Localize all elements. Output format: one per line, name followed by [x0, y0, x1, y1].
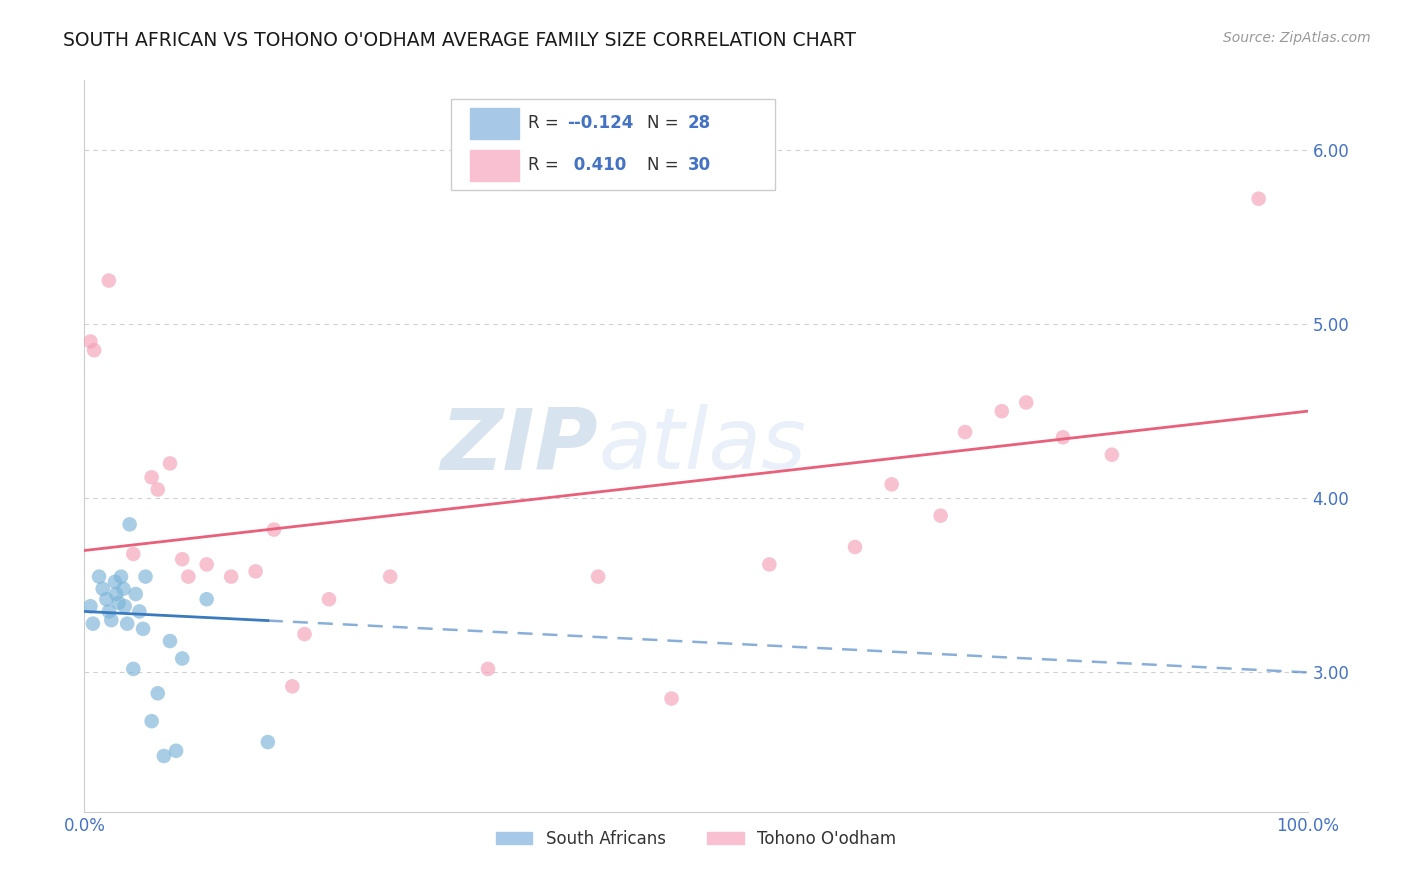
FancyBboxPatch shape: [470, 108, 519, 138]
Point: [195, 558, 218, 572]
Point: [257, 735, 280, 749]
Text: Source: ZipAtlas.com: Source: ZipAtlas.com: [1223, 31, 1371, 45]
Point: [165, 744, 187, 758]
Point: [118, 517, 141, 532]
Point: [141, 470, 163, 484]
Point: [1101, 448, 1123, 462]
Text: R =: R =: [529, 114, 564, 132]
Point: [281, 679, 304, 693]
Point: [758, 558, 780, 572]
Point: [96, 592, 118, 607]
Point: [104, 574, 127, 589]
Point: [135, 569, 157, 583]
Text: atlas: atlas: [598, 404, 806, 488]
Text: SOUTH AFRICAN VS TOHONO O'ODHAM AVERAGE FAMILY SIZE CORRELATION CHART: SOUTH AFRICAN VS TOHONO O'ODHAM AVERAGE …: [63, 31, 856, 50]
Point: [159, 634, 181, 648]
Point: [122, 547, 145, 561]
Point: [1247, 192, 1270, 206]
Point: [132, 622, 155, 636]
Point: [100, 613, 122, 627]
Point: [177, 569, 200, 583]
Point: [263, 523, 285, 537]
Point: [114, 599, 136, 614]
Point: [153, 749, 176, 764]
Point: [159, 457, 181, 471]
Point: [125, 587, 148, 601]
Point: [122, 662, 145, 676]
Point: [146, 483, 169, 497]
Point: [107, 596, 129, 610]
Text: 28: 28: [688, 114, 710, 132]
Point: [318, 592, 340, 607]
Point: [97, 604, 120, 618]
Text: N =: N =: [647, 156, 683, 174]
Point: [219, 569, 242, 583]
Point: [79, 334, 101, 349]
Point: [195, 592, 218, 607]
Text: N =: N =: [647, 114, 683, 132]
Text: ZIP: ZIP: [440, 404, 598, 488]
Point: [79, 599, 101, 614]
Point: [146, 686, 169, 700]
Text: 0.410: 0.410: [568, 156, 626, 174]
Point: [172, 651, 194, 665]
Point: [477, 662, 499, 676]
Point: [661, 691, 683, 706]
Legend: South Africans, Tohono O'odham: South Africans, Tohono O'odham: [489, 823, 903, 855]
Point: [91, 582, 114, 596]
Point: [380, 569, 402, 583]
Point: [844, 540, 866, 554]
Point: [87, 569, 110, 583]
Point: [82, 616, 104, 631]
Point: [141, 714, 163, 728]
Point: [1015, 395, 1038, 409]
Point: [294, 627, 316, 641]
FancyBboxPatch shape: [451, 99, 776, 190]
Point: [991, 404, 1014, 418]
Text: 30: 30: [688, 156, 710, 174]
Point: [929, 508, 952, 523]
Point: [172, 552, 194, 566]
Point: [880, 477, 903, 491]
Point: [105, 587, 128, 601]
Point: [115, 616, 138, 631]
Point: [112, 582, 135, 596]
Text: R =: R =: [529, 156, 564, 174]
Point: [1052, 430, 1074, 444]
Point: [83, 343, 105, 358]
Point: [953, 425, 976, 439]
Point: [586, 569, 609, 583]
Point: [245, 565, 267, 579]
FancyBboxPatch shape: [470, 150, 519, 181]
Point: [97, 274, 120, 288]
Point: [110, 569, 132, 583]
Point: [128, 604, 150, 618]
Text: --0.124: --0.124: [568, 114, 634, 132]
